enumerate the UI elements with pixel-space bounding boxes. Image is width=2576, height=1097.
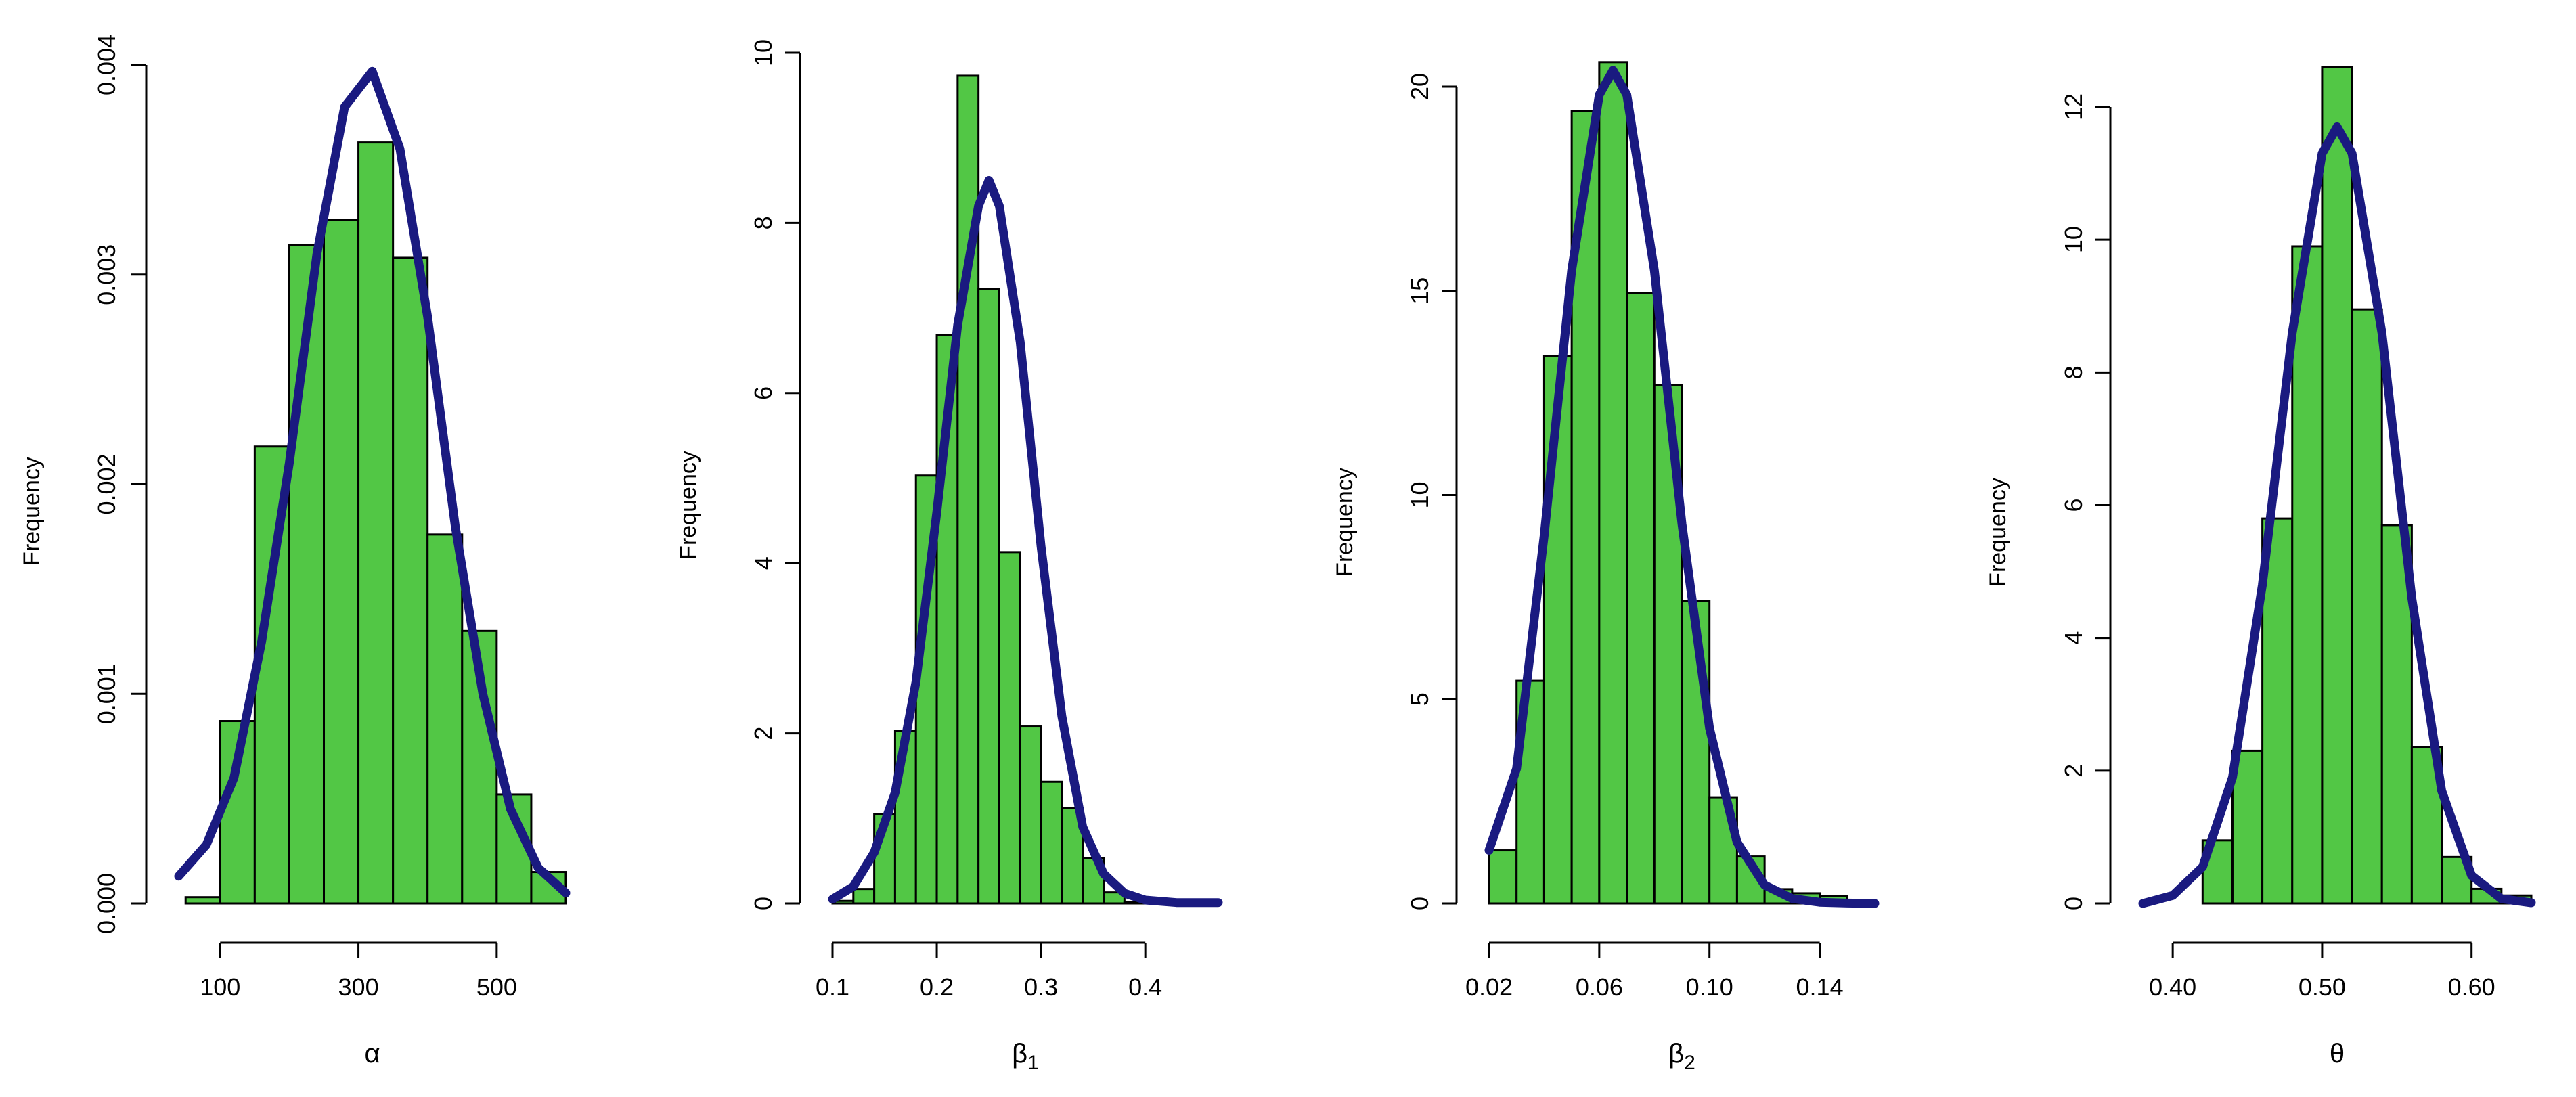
histogram-bar: [2231, 749, 2264, 905]
histogram-panel-2: 0 2 4 6 8 10 0.1 0.2 0.3 0.4 Frequency β1: [675, 39, 1223, 1074]
x-tick-label: 0.50: [2299, 973, 2346, 1001]
histogram-bar: [1626, 292, 1656, 905]
y-tick-label: 10: [1406, 481, 1434, 508]
x-tick-label: 0.2: [920, 973, 954, 1001]
histogram-bar: [956, 74, 980, 905]
x-axis-label: α: [364, 1039, 380, 1069]
x-tick-label: 0.4: [1128, 973, 1162, 1001]
y-tick-label: 6: [749, 386, 777, 400]
histogram-bar: [392, 256, 429, 905]
histogram-bar: [357, 141, 395, 905]
y-tick-label: 10: [2060, 226, 2087, 253]
histogram-bar: [852, 888, 876, 905]
y-tick-label: 8: [749, 216, 777, 229]
y-tick-label: 20: [1406, 73, 1434, 100]
y-tick-label: 0.000: [93, 873, 120, 934]
x-tick-label: 300: [338, 973, 379, 1001]
histogram-bar: [1040, 780, 1063, 905]
x-axis-label-subscript: 1: [1027, 1052, 1039, 1074]
histogram-panel-1: 0.000 0.001 0.002 0.003 0.004 100 300 500 Freque…: [19, 35, 571, 1069]
x-axis-label: θ: [2330, 1039, 2345, 1069]
y-tick-label: 5: [1406, 692, 1434, 706]
y-tick-label: 4: [749, 556, 777, 570]
y-tick-label: 0: [2060, 897, 2087, 910]
y-tick-label: 15: [1406, 277, 1434, 305]
x-axis-label-symbol: θ: [2330, 1039, 2345, 1069]
density-curve: [2138, 122, 2536, 908]
x-axis-label-symbol: β: [1012, 1039, 1027, 1069]
x-tick-label: 100: [200, 973, 240, 1001]
x-axis-label: β1: [1012, 1039, 1039, 1074]
y-tick-label: 0.004: [93, 35, 120, 95]
x-tick-label: 0.40: [2149, 973, 2196, 1001]
x-tick-label: 0.3: [1024, 973, 1058, 1001]
x-tick-label: 500: [476, 973, 517, 1001]
x-tick-label: 0.1: [816, 973, 849, 1001]
y-axis-label: Frequency: [675, 451, 701, 560]
x-tick-label: 0.10: [1686, 973, 1733, 1001]
y-tick-label: 6: [2060, 498, 2087, 512]
histogram-bar: [2321, 66, 2353, 905]
y-tick-label: 8: [2060, 365, 2087, 379]
y-axis-label: Frequency: [1332, 468, 1358, 577]
x-axis-label-symbol: β: [1668, 1039, 1684, 1069]
y-axis-label: Frequency: [1985, 478, 2011, 587]
y-tick-label: 0: [1406, 897, 1434, 910]
histogram-bar: [1542, 355, 1573, 905]
y-tick-label: 10: [749, 39, 777, 66]
y-tick-label: 2: [749, 727, 777, 740]
histogram-bar: [2410, 746, 2443, 905]
y-tick-label: 0.001: [93, 663, 120, 724]
histogram-panel-4: 0 2 4 6 8 10 12 0.40 0.50 0.60 Frequency θ: [1985, 66, 2536, 1069]
y-tick-label: 0: [749, 897, 777, 910]
histogram-bar: [2291, 245, 2324, 905]
histogram-bar: [1103, 891, 1126, 905]
y-axis-label: Frequency: [19, 457, 45, 566]
x-tick-label: 0.14: [1796, 973, 1844, 1001]
y-tick-label: 12: [2060, 93, 2087, 120]
histogram-bar: [323, 219, 360, 905]
density-curve: [1484, 66, 1880, 908]
x-tick-label: 0.60: [2448, 973, 2495, 1001]
histogram-bar: [1598, 61, 1628, 905]
histogram-bar: [184, 896, 221, 905]
x-axis-label-symbol: α: [364, 1039, 380, 1069]
histogram-bar: [2380, 524, 2413, 905]
y-tick-label: 4: [2060, 631, 2087, 645]
histogram-bar: [2261, 517, 2294, 905]
y-tick-label: 2: [2060, 764, 2087, 778]
x-axis-label: β2: [1668, 1039, 1695, 1074]
x-tick-label: 0.02: [1465, 973, 1513, 1001]
density-curve: [828, 176, 1223, 908]
x-axis-label-subscript: 2: [1684, 1052, 1695, 1074]
histogram-bar: [977, 288, 1000, 905]
density-curve: [174, 66, 571, 897]
histogram-bar: [1019, 725, 1042, 905]
x-tick-label: 0.06: [1576, 973, 1623, 1001]
y-tick-label: 0.003: [93, 244, 120, 305]
histogram-bar: [1488, 849, 1518, 905]
histogram-bar: [426, 533, 464, 905]
y-tick-label: 0.002: [93, 453, 120, 514]
histogram-bar: [998, 551, 1021, 905]
histogram-panel-3: 0 5 10 15 20 0.02 0.06 0.10 0.14 Frequency β2: [1332, 61, 1880, 1074]
histogram-bar: [2351, 308, 2383, 905]
